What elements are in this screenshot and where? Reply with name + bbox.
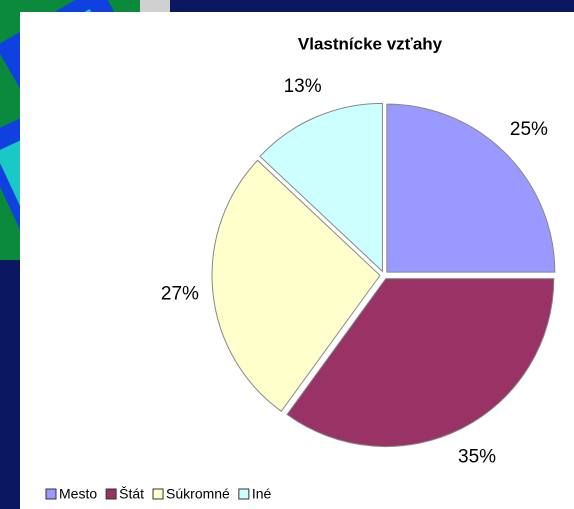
data-label: 13%: [284, 76, 322, 97]
chart: Vlastnícke vzťahy 25% 35% 27% 13% Mesto Štát S…: [0, 0, 574, 509]
data-label: 27%: [161, 283, 199, 304]
legend-swatch: [106, 489, 116, 499]
data-label: 35%: [458, 447, 496, 468]
chart-title: Vlastnícke vzťahy: [298, 34, 443, 53]
legend-swatch: [46, 489, 56, 499]
legend-swatch: [239, 489, 249, 499]
legend-label: Štát: [119, 486, 144, 502]
legend-swatch: [153, 489, 163, 499]
legend-label: Iné: [252, 486, 272, 502]
legend-label: Súkromné: [166, 486, 230, 502]
legend-label: Mesto: [59, 486, 97, 502]
data-label: 25%: [510, 119, 548, 140]
page: Vlastnícke vzťahy 25% 35% 27% 13% Mesto Štát S…: [0, 0, 574, 509]
